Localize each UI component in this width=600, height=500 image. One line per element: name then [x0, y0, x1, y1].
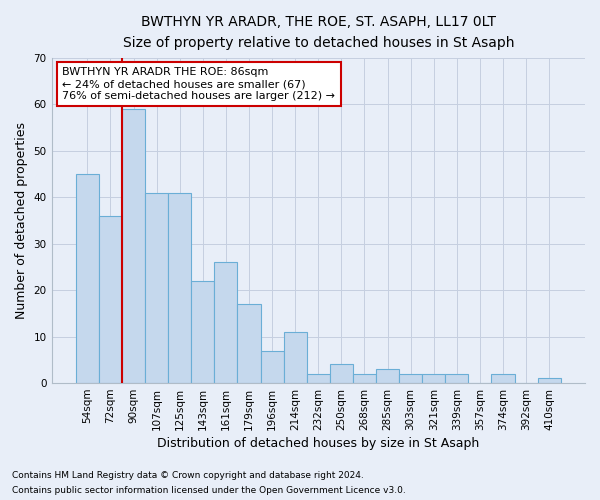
Bar — [445, 374, 469, 383]
Bar — [353, 374, 376, 383]
Bar — [214, 262, 238, 383]
Bar — [422, 374, 445, 383]
Y-axis label: Number of detached properties: Number of detached properties — [15, 122, 28, 319]
Title: BWTHYN YR ARADR, THE ROE, ST. ASAPH, LL17 0LT
Size of property relative to detac: BWTHYN YR ARADR, THE ROE, ST. ASAPH, LL1… — [122, 15, 514, 50]
Text: Contains HM Land Registry data © Crown copyright and database right 2024.: Contains HM Land Registry data © Crown c… — [12, 471, 364, 480]
Bar — [376, 369, 399, 383]
Bar — [76, 174, 99, 383]
Text: BWTHYN YR ARADR THE ROE: 86sqm
← 24% of detached houses are smaller (67)
76% of : BWTHYN YR ARADR THE ROE: 86sqm ← 24% of … — [62, 68, 335, 100]
Text: Contains public sector information licensed under the Open Government Licence v3: Contains public sector information licen… — [12, 486, 406, 495]
Bar — [260, 350, 284, 383]
Bar — [168, 192, 191, 383]
Bar — [538, 378, 561, 383]
Bar — [122, 109, 145, 383]
Bar — [491, 374, 515, 383]
Bar — [191, 281, 214, 383]
Bar — [307, 374, 330, 383]
Bar — [99, 216, 122, 383]
Bar — [330, 364, 353, 383]
Bar — [238, 304, 260, 383]
Bar — [399, 374, 422, 383]
Bar — [284, 332, 307, 383]
Bar — [145, 192, 168, 383]
X-axis label: Distribution of detached houses by size in St Asaph: Distribution of detached houses by size … — [157, 437, 479, 450]
